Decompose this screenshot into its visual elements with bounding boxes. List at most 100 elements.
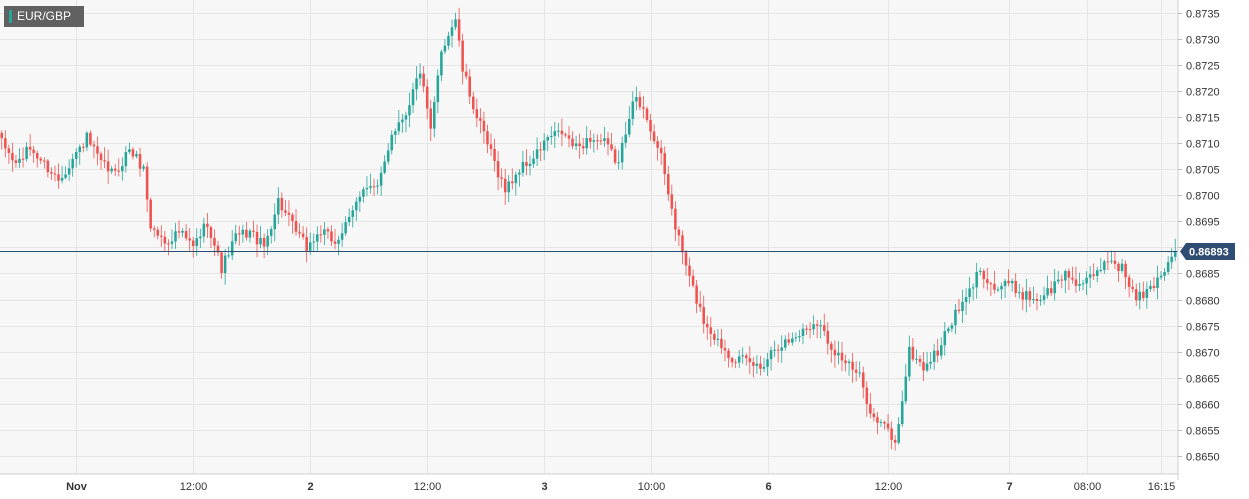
candle — [269, 226, 273, 244]
candle-body — [854, 369, 858, 373]
candle — [1163, 268, 1166, 281]
candle — [872, 407, 876, 422]
candle — [1074, 266, 1078, 293]
y-tick-label: 0.8735 — [1186, 9, 1220, 21]
candle-body — [1046, 288, 1049, 296]
candle-body — [486, 131, 489, 145]
candle-body — [819, 325, 822, 327]
candle-body — [730, 358, 734, 363]
price-tag-shape — [1180, 243, 1235, 260]
candle-body — [337, 239, 340, 244]
candle — [401, 113, 404, 133]
candle-body — [642, 107, 645, 109]
candle-body — [1120, 263, 1124, 272]
candle — [890, 421, 893, 450]
candle — [436, 69, 440, 114]
candle — [1159, 271, 1163, 280]
candle-body — [199, 236, 202, 239]
candle-body — [1131, 286, 1134, 290]
candle — [826, 322, 830, 355]
y-tick-label: 0.8660 — [1186, 400, 1220, 412]
candle — [457, 7, 461, 47]
candle-body — [514, 174, 518, 184]
candle-body — [617, 162, 620, 164]
candle — [188, 228, 191, 252]
candle — [43, 157, 46, 169]
candle — [372, 178, 376, 197]
candle-body — [319, 234, 323, 236]
plot-area[interactable] — [0, 0, 1178, 474]
candle — [560, 118, 564, 147]
candle-body — [152, 228, 156, 230]
candle-body — [603, 138, 606, 141]
candle — [124, 145, 128, 173]
candle-body — [14, 160, 18, 163]
candle — [649, 113, 652, 141]
candle-body — [893, 439, 897, 443]
candle-body — [255, 231, 259, 245]
candle-body — [936, 350, 939, 356]
candle — [1000, 282, 1003, 300]
x-tick-label: 08:00 — [1074, 481, 1102, 493]
candle — [53, 165, 57, 182]
candle — [514, 171, 518, 196]
candle — [50, 167, 53, 181]
candle — [922, 352, 925, 382]
candle — [596, 134, 599, 150]
candle-body — [401, 119, 404, 123]
time-axis[interactable]: Nov 12:00 2 12:00 3 10:00 6 12:00 7 08:00 16:15 — [0, 473, 1178, 493]
candle — [262, 233, 266, 259]
candle-body — [1017, 292, 1021, 294]
candle-body — [890, 428, 893, 440]
candle — [259, 225, 262, 249]
candle-body — [358, 196, 362, 202]
candle-body — [1170, 256, 1173, 263]
candle-body — [691, 275, 695, 286]
candle-body — [291, 214, 294, 221]
candle — [234, 224, 238, 245]
candle-body — [943, 331, 947, 346]
candle-body — [1173, 251, 1177, 257]
candle — [631, 91, 635, 126]
candle-body — [769, 350, 773, 360]
candle — [511, 168, 514, 190]
candle-body — [830, 343, 833, 350]
candle — [220, 250, 223, 279]
candle — [592, 133, 596, 153]
candle — [277, 187, 280, 225]
candle-body — [1014, 280, 1017, 294]
price-axis[interactable]: 0.8735 0.8730 0.8725 0.8720 0.8715 0.8710 0.87… — [1177, 0, 1220, 480]
candle — [142, 164, 145, 172]
candle-body — [787, 339, 791, 343]
candle-body — [1095, 270, 1099, 276]
candle-body — [1053, 281, 1056, 294]
candle-body — [872, 413, 876, 418]
candle — [840, 342, 844, 372]
candle-body — [43, 160, 46, 162]
candle — [830, 341, 833, 363]
candle-body — [202, 223, 206, 237]
candle — [670, 184, 674, 216]
candle-body — [915, 358, 918, 360]
candle — [223, 248, 227, 285]
candle-body — [684, 252, 688, 266]
candle — [323, 221, 326, 246]
candle-body — [503, 178, 507, 193]
candle — [1127, 274, 1131, 298]
candle-body — [1010, 280, 1014, 284]
candle — [578, 133, 581, 159]
candle — [688, 257, 691, 287]
candle — [174, 222, 177, 249]
candle — [227, 246, 230, 259]
x-tick-label: 12:00 — [875, 481, 903, 493]
candle-body — [206, 223, 209, 228]
candle — [918, 355, 922, 367]
candle-body — [822, 325, 826, 331]
candle — [1078, 272, 1081, 292]
candle — [1010, 278, 1014, 292]
candle — [939, 337, 943, 360]
candle — [170, 229, 174, 250]
candle-body — [688, 265, 691, 276]
candle-body — [900, 401, 904, 425]
